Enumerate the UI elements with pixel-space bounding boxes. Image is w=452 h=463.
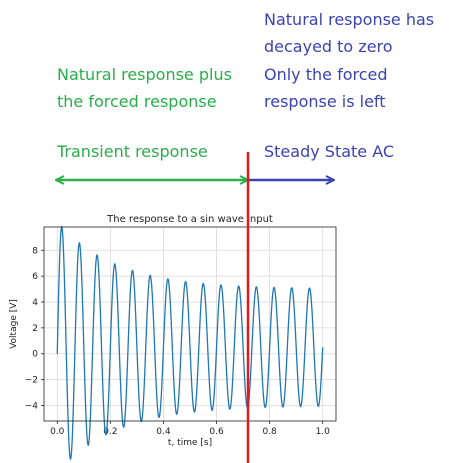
x-tick-label: 0.8 (262, 427, 277, 437)
y-tick-label: −2 (25, 376, 38, 386)
grid (44, 227, 336, 421)
right-annotation-line-1: Natural response has (264, 10, 435, 29)
steady-state-label: Steady State AC (264, 142, 395, 161)
right-annotation-line-2: decayed to zero (264, 37, 393, 56)
plot-frame (43, 226, 337, 422)
x-axis-label: t, time [s] (168, 438, 212, 448)
left-annotation-line-2: the forced response (57, 92, 217, 111)
y-tick-label: 8 (32, 246, 38, 256)
x-tick-label: 0.2 (103, 427, 117, 437)
y-ticks: −4 −2 0 2 4 6 8 (25, 246, 44, 411)
x-ticks: 0.0 0.2 0.4 0.6 0.8 1.0 (50, 421, 330, 437)
x-tick-label: 1.0 (316, 427, 331, 437)
y-tick-label: 6 (32, 272, 38, 282)
series-line (56, 225, 324, 461)
y-tick-label: 2 (32, 324, 38, 334)
left-annotation-line-1: Natural response plus (57, 65, 232, 84)
chart-title: The response to a sin wave input (106, 214, 273, 225)
x-tick-label: 0.6 (209, 427, 224, 437)
x-tick-label: 0.0 (50, 427, 65, 437)
y-tick-label: 0 (32, 350, 38, 360)
y-tick-label: −4 (25, 401, 39, 411)
y-axis-label: Voltage [V] (9, 299, 19, 349)
right-annotation-line-4: response is left (264, 92, 386, 111)
transient-label: Transient response (57, 142, 208, 161)
right-annotation-line-3: Only the forced (264, 65, 388, 84)
y-tick-label: 4 (32, 298, 38, 308)
x-tick-label: 0.4 (156, 427, 171, 437)
